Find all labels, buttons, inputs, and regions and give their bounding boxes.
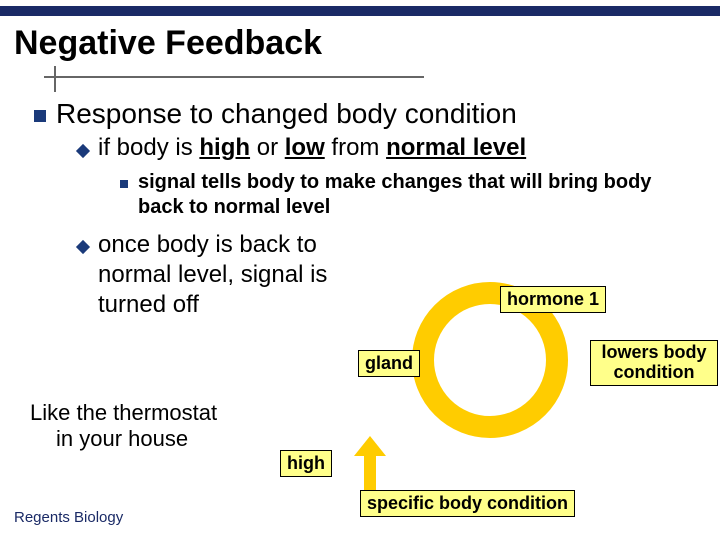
diamond-bullet-icon (76, 240, 90, 254)
l2a-mid: or (250, 134, 285, 161)
label-lowers: lowers body condition (590, 340, 718, 386)
square-bullet-icon (34, 110, 46, 122)
slide-title: Negative Feedback (14, 24, 322, 63)
rule-vertical (54, 66, 56, 92)
label-hormone1: hormone 1 (500, 286, 606, 313)
square-bullet-small-icon (120, 180, 128, 188)
label-gland: gland (358, 350, 420, 377)
bullet-level3: signal tells body to make changes that w… (138, 170, 668, 220)
l2a-low: low (285, 134, 325, 161)
bullet-level2a: if body is high or low from normal level (98, 134, 526, 162)
l2a-from: from (325, 134, 386, 161)
l2a-pre: if body is (98, 134, 199, 161)
bullet-level2b: once body is back to normal level, signa… (98, 230, 348, 320)
l2a-normal: normal level (386, 134, 526, 161)
analogy-line1: Like the thermostat (30, 400, 217, 425)
rule-horizontal (44, 76, 424, 78)
bullet-level1: Response to changed body condition (56, 98, 517, 130)
footer-text: Regents Biology (14, 509, 123, 526)
label-high: high (280, 450, 332, 477)
arrow-up-icon (340, 436, 400, 496)
analogy-line2: in your house (30, 426, 188, 451)
diamond-bullet-icon (76, 144, 90, 158)
l2a-high: high (199, 134, 250, 161)
analogy-text: Like the thermostat in your house (30, 400, 290, 453)
label-specific: specific body condition (360, 490, 575, 517)
top-bar (0, 6, 720, 16)
